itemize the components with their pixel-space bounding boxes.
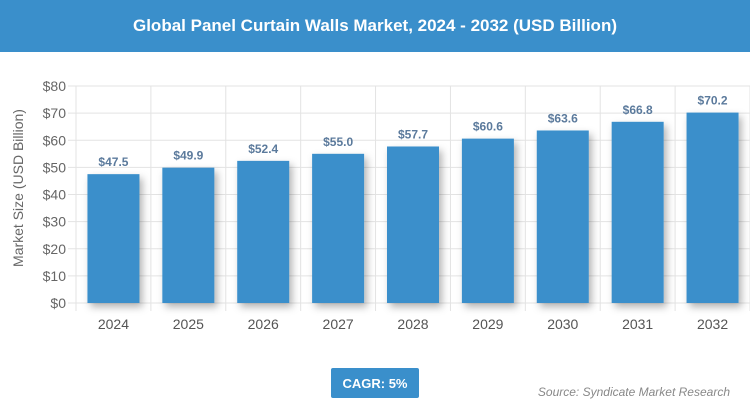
x-tick-label: 2031: [622, 316, 653, 332]
bar-2026: [237, 160, 290, 303]
bar-2024: [87, 174, 140, 303]
source-note: Source: Syndicate Market Research: [537, 385, 730, 399]
x-tick-label: 2027: [323, 316, 354, 332]
x-tick-label: 2030: [547, 316, 578, 332]
y-tick-label: $10: [43, 268, 67, 284]
y-tick-label: $0: [50, 295, 66, 311]
x-tick-label: 2032: [697, 316, 728, 332]
bar-2032: [686, 112, 739, 304]
bar-2028: [387, 146, 439, 303]
chart-title: Global Panel Curtain Walls Market, 2024 …: [0, 0, 750, 52]
y-axis-label: Market Size (USD Billion): [10, 109, 26, 267]
x-tick-label: 2026: [248, 316, 279, 332]
y-tick-label: $40: [43, 187, 67, 203]
bar-2031: [611, 121, 664, 304]
data-label: $49.9: [173, 149, 203, 163]
data-label: $52.4: [248, 142, 278, 156]
y-tick-label: $30: [43, 214, 67, 230]
bar-2029: [461, 138, 514, 303]
y-tick-label: $80: [43, 78, 67, 94]
data-label: $60.6: [473, 120, 503, 134]
data-label: $55.0: [323, 135, 353, 149]
y-tick-label: $60: [43, 132, 67, 148]
x-tick-label: 2028: [397, 316, 428, 332]
data-label: $63.6: [548, 111, 578, 125]
y-tick-label: $50: [43, 159, 67, 175]
x-tick-label: 2024: [98, 316, 129, 332]
bar-2030: [536, 130, 589, 303]
data-label: $70.2: [698, 94, 728, 108]
cagr-badge: CAGR: 5%: [331, 368, 419, 398]
y-tick-label: $70: [43, 105, 67, 121]
data-label: $66.8: [623, 103, 653, 117]
x-tick-label: 2029: [472, 316, 503, 332]
y-tick-label: $20: [43, 241, 67, 257]
bar-2025: [162, 167, 215, 303]
data-label: $47.5: [98, 155, 128, 169]
x-tick-label: 2025: [173, 316, 204, 332]
bar-2027: [312, 153, 365, 303]
data-label: $57.7: [398, 127, 428, 141]
